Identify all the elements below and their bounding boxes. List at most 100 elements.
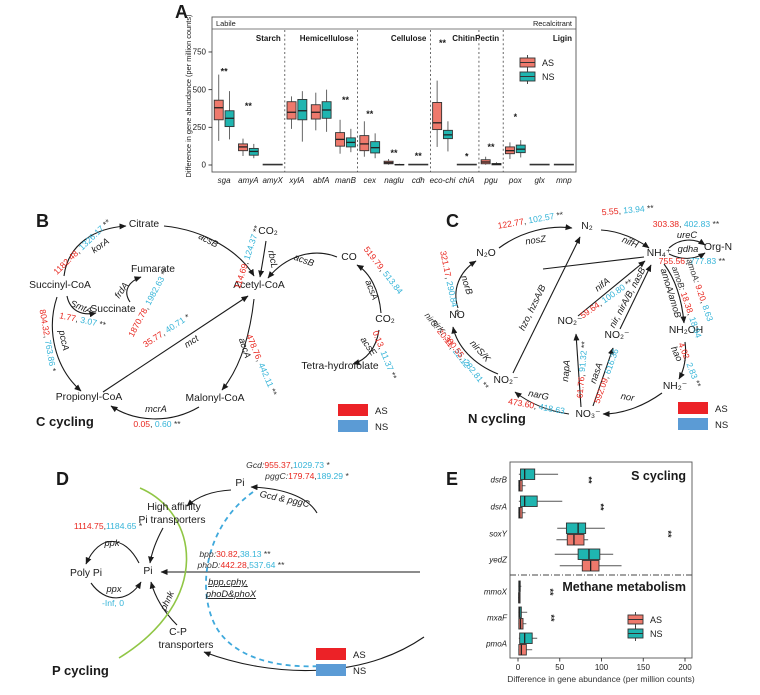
legend-ns-label: NS [542,72,555,82]
legend-as-swatch [316,648,346,660]
gene-abundance-values: 0.13, 11.37 ** [371,329,400,381]
gene-axis-label: soxY [489,530,507,539]
node-label: Acetyl-CoA [233,280,285,291]
boxplot-box-ns [519,632,533,644]
legend-as-label: AS [375,406,388,417]
gene-label: narG [527,388,549,402]
y-tick-label: 250 [193,123,207,132]
boxplot-box-as [518,507,523,519]
section-label: Ligin [553,34,572,43]
significance-marker: ** [366,109,374,119]
y-tick-label: 750 [193,48,207,57]
pathway-arrow [163,225,255,277]
panel-a-plot-border [211,16,577,173]
significance-marker: ** [546,614,556,622]
significance-marker: ** [390,148,398,158]
panel-e-boxplot-s-methane: 0 50 100 150 200 ** dsrB ** dsrA ** soxY yedZ ** mmoX… [484,461,693,672]
gene-abundance-values: 5.55, 13.94 ** [601,203,654,218]
panel-c-n-cycling-diagram: N₂ N₂O NO NO₂⁻ NO₃⁻ NO₂⁻ NO₂⁻ NH₄⁺ NH₂OH NH₂⁻ Org-… [423,203,732,431]
pathway-arrow [148,527,164,564]
pathway-arrow [514,391,570,415]
gene-label: rbcL [266,249,280,269]
gene-axis-label: cdh [412,176,425,185]
node-label: Org-N [704,242,732,253]
node-label: NH₄⁺ [647,248,672,259]
gene-abundance-values: 473.60, 418.63 [507,396,565,416]
panel-d-p-cycling-diagram: Poly Pi Pi High affinity Pi transporters Pi C… [70,460,425,677]
section-label: Chitin [452,34,475,43]
significance-marker: * [514,112,518,122]
gene-axis-label: dsrA [491,503,507,512]
boxplot-box-as [518,644,527,656]
node-label: C-P [169,627,187,638]
legend-as-label: AS [542,58,554,68]
panel-c-letter: C [446,211,459,231]
node-label: Propionyl-CoA [56,392,123,403]
gene-axis-label: mxaF [487,614,508,623]
gene-axis-label: cex [364,176,377,185]
significance-marker: ** [245,101,253,111]
panel-e-letter: E [446,469,458,489]
n-cycling-title: N cycling [468,411,526,426]
node-label: Succinate [90,304,135,315]
x-tick-label: 50 [555,663,564,672]
pathway-arrow [250,484,318,514]
legend-as-label: AS [650,615,662,625]
boxplot-box-ns [297,98,308,121]
pathway-arrow [352,329,380,365]
pathway-arrow [592,347,614,407]
gene-axis-label: pgu [483,176,498,185]
pathway-arrow [126,276,142,303]
s-cycling-header: S cycling [631,469,686,483]
gene-label: mct [182,333,200,350]
boxplot-box-as [432,102,443,131]
gene-axis-label: xylA [288,176,304,185]
gene-axis-label: mmoX [484,588,508,597]
panel-a-boxplot-carbon-genes: Starch Hemicellulose Cellulose Chitin Pectin… [193,16,577,185]
gene-label: hzo, hzsA/B [517,283,548,332]
panel-e-plot-border [509,461,693,659]
gene-abundance-values: bpp:30.82,38.13 ** [199,549,271,559]
pathway-arrow [668,238,706,249]
pathway-arrow [455,260,477,309]
pathway-arrow [678,341,687,380]
gene-abundance-values: Gcd:955.37,1029.73 * [246,460,330,470]
pathway-arrow [66,295,97,318]
gene-abundance-values: phoD:442.28,537.64 ** [197,560,286,570]
boxplot-box-ns [565,522,587,534]
node-label: transporters [159,640,214,651]
c-cycling-title: C cycling [36,414,94,429]
pathway-arrow [573,333,582,408]
significance-marker: ** [439,38,447,48]
gene-label: ppx [106,584,122,594]
legend-ns-label: NS [650,629,663,639]
panel-d-letter: D [56,469,69,489]
significance-marker: ** [342,95,350,105]
node-label: CO₂ [258,226,277,237]
gene-label: acsA [363,278,380,301]
boxplot-box-as [286,101,297,120]
gene-label: pccA [57,328,71,351]
significance-marker: ** [663,530,673,538]
pathway-arrow [498,224,573,249]
legend-as-label: AS [715,404,728,415]
legend-ns-swatch [316,664,346,676]
boxplot-box-as [359,135,370,152]
node-label: CO [341,252,356,263]
gene-label: bpp,cphy, [208,577,248,587]
pathway-arrow [205,491,323,668]
pathway-arrow [602,392,663,417]
gene-abundance-values: 1114.75,1184.65 * [74,521,143,531]
p-cycling-title: P cycling [52,663,109,678]
significance-marker: ** [584,476,594,484]
x-tick-label: 100 [595,663,609,672]
gene-label: ppk [104,538,121,548]
pathway-arrow [356,264,382,314]
gene-axis-label: mnp [556,176,572,185]
gene-abundance-values: 321.17, 290.84 ** [438,250,462,318]
methane-header: Methane metabolism [562,580,686,594]
gene-abundance-values: 1.77, 3.07 ** [58,310,107,330]
legend-ns-label: NS [375,422,388,433]
pathway-arrow [102,295,249,393]
